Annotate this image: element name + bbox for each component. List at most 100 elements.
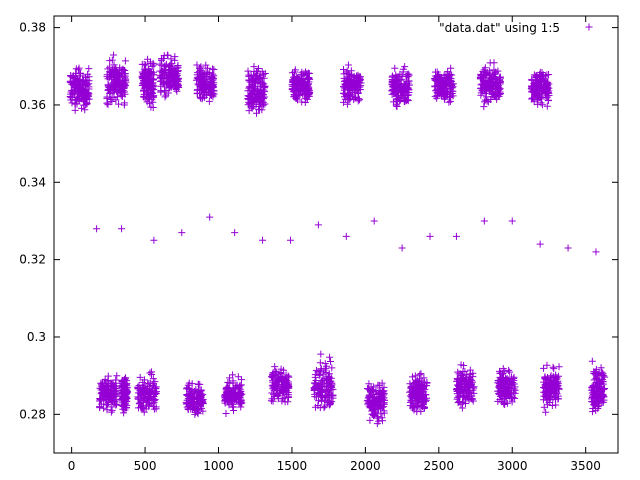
data-point <box>492 69 500 77</box>
data-point <box>269 384 277 392</box>
data-point <box>314 397 322 405</box>
data-point <box>417 370 425 378</box>
data-point <box>254 67 262 75</box>
data-point <box>68 86 76 94</box>
data-point <box>191 408 199 416</box>
data-point <box>83 100 91 108</box>
data-point <box>455 370 463 378</box>
data-point <box>280 383 288 391</box>
data-point <box>539 71 547 79</box>
data-point <box>137 403 145 411</box>
data-point <box>301 99 309 107</box>
data-point <box>466 370 474 378</box>
data-point <box>165 83 173 91</box>
data-point <box>462 394 470 402</box>
data-point <box>447 84 455 92</box>
data-point <box>252 71 260 79</box>
data-point <box>367 403 375 411</box>
data-point <box>380 383 388 391</box>
data-point <box>408 373 416 381</box>
data-point <box>209 70 217 78</box>
data-point <box>270 386 278 394</box>
data-point <box>463 393 471 401</box>
data-point <box>533 81 541 89</box>
data-point <box>178 229 186 237</box>
data-point <box>118 382 126 390</box>
data-point <box>553 379 561 387</box>
data-point <box>123 377 131 385</box>
data-point <box>112 64 120 72</box>
data-point <box>547 374 555 382</box>
data-point <box>368 386 376 394</box>
data-point <box>140 90 148 98</box>
data-point <box>252 95 260 103</box>
data-point <box>407 396 415 404</box>
data-point <box>174 67 182 75</box>
data-point <box>592 248 600 256</box>
data-point <box>168 72 176 80</box>
data-point <box>237 403 245 411</box>
x-tick-label: 1000 <box>203 459 234 473</box>
data-point <box>106 90 114 98</box>
data-point <box>325 374 333 382</box>
data-point <box>235 398 243 406</box>
data-point <box>543 361 551 369</box>
data-point <box>93 225 101 233</box>
data-point <box>142 61 150 69</box>
y-tick-label: 0.38 <box>19 21 46 35</box>
data-point <box>150 398 158 406</box>
data-point <box>439 90 447 98</box>
data-point <box>347 82 355 90</box>
data-point <box>601 385 609 393</box>
data-point <box>140 87 148 95</box>
y-tick-label: 0.28 <box>19 407 46 421</box>
data-point <box>369 394 377 402</box>
data-point <box>148 85 156 93</box>
data-point <box>483 97 491 105</box>
data-point <box>123 389 131 397</box>
data-point <box>545 84 553 92</box>
data-point <box>540 364 548 372</box>
data-point <box>348 76 356 84</box>
data-point <box>290 73 298 81</box>
data-point <box>324 373 332 381</box>
data-point <box>481 96 489 104</box>
data-point <box>205 97 213 105</box>
data-point <box>103 99 111 107</box>
data-point <box>257 74 265 82</box>
data-point <box>356 83 364 91</box>
data-point <box>146 369 154 377</box>
data-point <box>162 91 170 99</box>
data-point <box>300 70 308 78</box>
data-point <box>166 84 174 92</box>
data-point <box>423 379 431 387</box>
data-point <box>161 93 169 101</box>
data-point <box>149 86 157 94</box>
data-point <box>325 398 333 406</box>
data-point <box>118 401 126 409</box>
data-point <box>150 383 158 391</box>
data-point <box>380 409 388 417</box>
data-point <box>315 389 323 397</box>
data-point <box>394 91 402 99</box>
data-point <box>373 420 381 428</box>
data-point <box>226 374 234 382</box>
y-tick-label: 0.36 <box>19 98 46 112</box>
data-point <box>555 385 563 393</box>
data-point <box>326 353 334 361</box>
x-axis-ticks: 0 500 1000 1500 2000 2500 3000 3500 <box>68 16 601 473</box>
data-point <box>598 368 606 376</box>
data-point <box>111 85 119 93</box>
data-point <box>108 97 116 105</box>
data-point <box>489 73 497 81</box>
data-point <box>438 75 446 83</box>
data-point <box>506 368 514 376</box>
data-point <box>329 385 337 393</box>
data-point <box>495 367 503 375</box>
data-point <box>142 389 150 397</box>
data-point <box>210 65 218 73</box>
legend-marker-glyph <box>585 23 593 31</box>
data-point <box>457 361 465 369</box>
x-tick-label: 500 <box>134 459 157 473</box>
data-point <box>477 75 485 83</box>
